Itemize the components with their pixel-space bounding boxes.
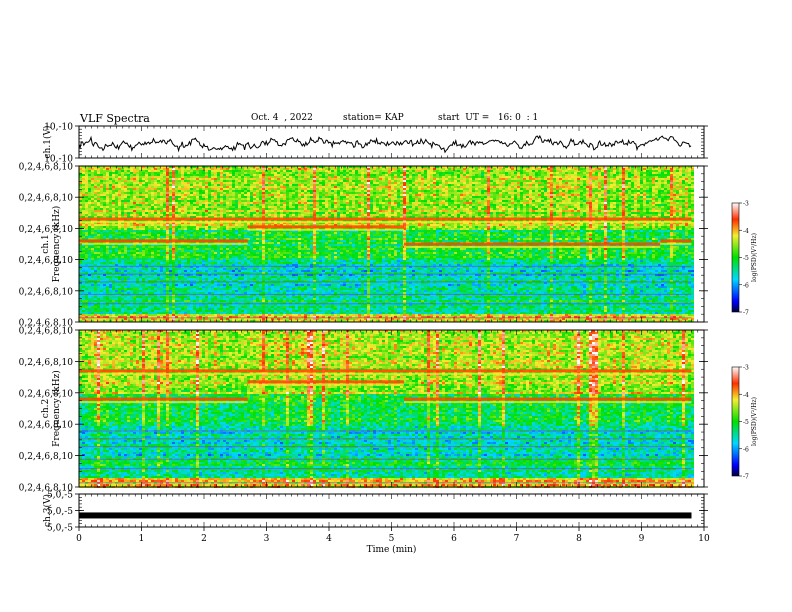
colorbar-tick-label: -5 (743, 419, 749, 426)
colorbar-tick-label: -5 (743, 255, 749, 262)
y-tick-label: 0,2,4,6,8,10 (19, 452, 74, 462)
tone-band (248, 369, 404, 372)
tone-band (142, 239, 248, 242)
vlf-spectra-figure: 0 1 2 3 4 5 6 7 8 9 10Time (min)10,-1010,-100,2,4,… (0, 0, 792, 612)
ch2-colorbar (732, 367, 742, 476)
x-axis-label: Time (min) (367, 544, 417, 555)
tone-band (660, 398, 691, 401)
tone-band (248, 218, 404, 221)
x-tick-label: 9 (639, 534, 645, 544)
x-tick-label: 6 (451, 534, 457, 544)
colorbar-tick-label: -3 (743, 365, 749, 372)
colorbar-tick-label: -3 (743, 201, 749, 208)
x-tick-label: 8 (576, 534, 582, 544)
ch1-colorbar (732, 203, 742, 312)
ch1-y-label: ch.1(V) (42, 126, 53, 159)
colorbar-tick-label: -6 (743, 446, 749, 453)
x-tick-label: 7 (514, 534, 520, 544)
x-tick-label: 0 (76, 534, 82, 544)
ch2-spectrogram-y-label: ch.2 (41, 399, 51, 418)
colorbar-tick-label: -7 (743, 474, 749, 481)
ch2-spectrogram (79, 330, 694, 488)
y-tick-label: 0,2,4,6,8,10 (19, 287, 74, 297)
tone-band (660, 218, 691, 221)
tone-band (404, 243, 660, 246)
y-tick-label: 0,2,4,6,8,10 (19, 225, 74, 235)
y-tick-label: 0,2,4,6,8,10 (19, 327, 74, 337)
colorbar-tick-label: -4 (743, 392, 749, 399)
tone-band (404, 218, 660, 221)
colorbar-gradient (732, 367, 739, 476)
ch1-spectrogram (79, 166, 694, 322)
y-tick-label: 0,2,4,6,8,10 (19, 358, 74, 368)
y-tick-label: 0,2,4,6,8,10 (19, 421, 74, 431)
tone-band (404, 398, 660, 401)
x-tick-label: 3 (264, 534, 270, 544)
ch1-spectrogram-y-label: ch.1 (41, 234, 51, 253)
ch3-y-label: ch.3(V) (42, 494, 53, 527)
tone-band (142, 218, 248, 221)
colorbar-label: log(PSD)(V²/Hz) (751, 397, 758, 446)
tone-band (660, 369, 691, 372)
y-tick-label: 0,2,4,6,8,10 (19, 194, 74, 204)
colorbar-gradient (732, 203, 739, 312)
x-tick-label: 4 (326, 534, 332, 544)
tone-band (248, 380, 404, 383)
tone-band (79, 398, 142, 401)
ch1-spectrogram-y-label: Frequency (kHz) (51, 206, 62, 283)
tone-band (142, 369, 248, 372)
y-tick-label: 0,2,4,6,8,10 (19, 389, 74, 399)
tone-band (142, 398, 248, 401)
tone-band (79, 369, 142, 372)
y-tick-label: 0,2,4,6,8,10 (19, 163, 74, 173)
tone-band (404, 369, 660, 372)
tone-band (660, 239, 691, 242)
tone-band (248, 225, 404, 228)
colorbar-tick-label: -4 (743, 228, 749, 235)
x-tick-label: 1 (139, 534, 145, 544)
colorbar-label: log(PSD)(V²/Hz) (751, 233, 758, 282)
ch2-spectrogram-y-label: Frequency (kHz) (51, 370, 62, 447)
colorbar-tick-label: -7 (743, 310, 749, 317)
ch3-level-line (79, 512, 692, 518)
ch1-waveform-line (79, 136, 691, 152)
colorbar-tick-label: -6 (743, 282, 749, 289)
tone-band (79, 239, 142, 242)
tone-band (79, 218, 142, 221)
x-tick-label: 2 (201, 534, 207, 544)
x-tick-label: 10 (698, 534, 710, 544)
x-tick-label: 5 (389, 534, 395, 544)
y-tick-label: 0,2,4,6,8,10 (19, 256, 74, 266)
